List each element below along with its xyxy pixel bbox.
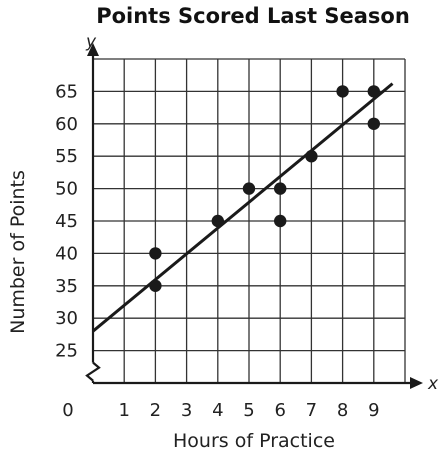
origin-label: 0 xyxy=(62,400,73,421)
data-point xyxy=(242,182,256,195)
data-point xyxy=(274,214,287,228)
axes: yx xyxy=(85,32,439,394)
data-point xyxy=(149,279,162,292)
x-tick-label: 5 xyxy=(243,400,254,421)
x-tick-label: 6 xyxy=(274,400,285,421)
x-axis-label: Hours of Practice xyxy=(173,430,335,452)
data-point xyxy=(274,182,287,195)
x-tick-label: 8 xyxy=(337,400,348,421)
data-point xyxy=(305,150,318,163)
chart-title: Points Scored Last Season xyxy=(96,4,410,28)
data-point xyxy=(149,247,162,260)
y-axis-arrow xyxy=(87,43,99,56)
data-point xyxy=(336,85,349,98)
y-tick-label: 35 xyxy=(55,276,78,297)
trend-line-group xyxy=(92,82,394,333)
y-tick-label: 60 xyxy=(55,114,78,135)
data-point xyxy=(367,85,380,98)
x-tick-label: 4 xyxy=(212,400,223,421)
trend-line xyxy=(92,82,394,333)
x-tick-label: 7 xyxy=(306,400,317,421)
x-tick-label: 1 xyxy=(118,400,129,421)
y-tick-label: 25 xyxy=(55,341,78,362)
data-points xyxy=(149,85,380,292)
x-tick-label: 2 xyxy=(150,400,161,421)
y-axis-break xyxy=(85,361,101,382)
y-tick-label: 50 xyxy=(55,179,78,200)
data-point xyxy=(211,214,224,228)
y-axis-letter: y xyxy=(85,32,97,52)
data-point xyxy=(367,117,380,130)
y-tick-label: 30 xyxy=(55,308,78,329)
y-tick-label: 45 xyxy=(55,211,78,232)
y-tick-label: 40 xyxy=(55,243,78,264)
x-axis-letter: x xyxy=(427,374,439,394)
y-tick-label: 65 xyxy=(55,81,78,102)
x-tick-label: 3 xyxy=(181,400,192,421)
y-tick-label: 55 xyxy=(55,146,78,167)
grid xyxy=(93,58,406,383)
x-tick-label: 9 xyxy=(368,400,379,421)
x-axis-arrow xyxy=(410,377,423,389)
